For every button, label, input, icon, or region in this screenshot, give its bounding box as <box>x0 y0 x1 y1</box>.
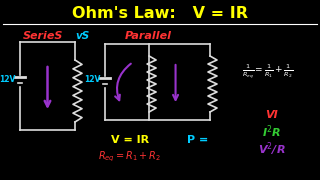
Text: V = IR: V = IR <box>111 135 149 145</box>
Text: $R_{eq} = R_1 + R_2$: $R_{eq} = R_1 + R_2$ <box>98 150 162 164</box>
Text: P =: P = <box>188 135 209 145</box>
Text: 12V: 12V <box>0 75 15 84</box>
Text: $\frac{1}{R_{eq}}=\frac{1}{R_1}+\frac{1}{R_2}$: $\frac{1}{R_{eq}}=\frac{1}{R_1}+\frac{1}… <box>243 63 293 81</box>
Text: Ohm's Law:   V = IR: Ohm's Law: V = IR <box>72 6 248 21</box>
Text: I$^2$R: I$^2$R <box>262 124 282 140</box>
Text: V$^2$/R: V$^2$/R <box>258 140 286 158</box>
Text: VI: VI <box>266 110 278 120</box>
Text: SerieS: SerieS <box>23 31 63 41</box>
Text: vS: vS <box>75 31 89 41</box>
Text: Parallel: Parallel <box>124 31 172 41</box>
Text: 12V: 12V <box>84 75 100 84</box>
